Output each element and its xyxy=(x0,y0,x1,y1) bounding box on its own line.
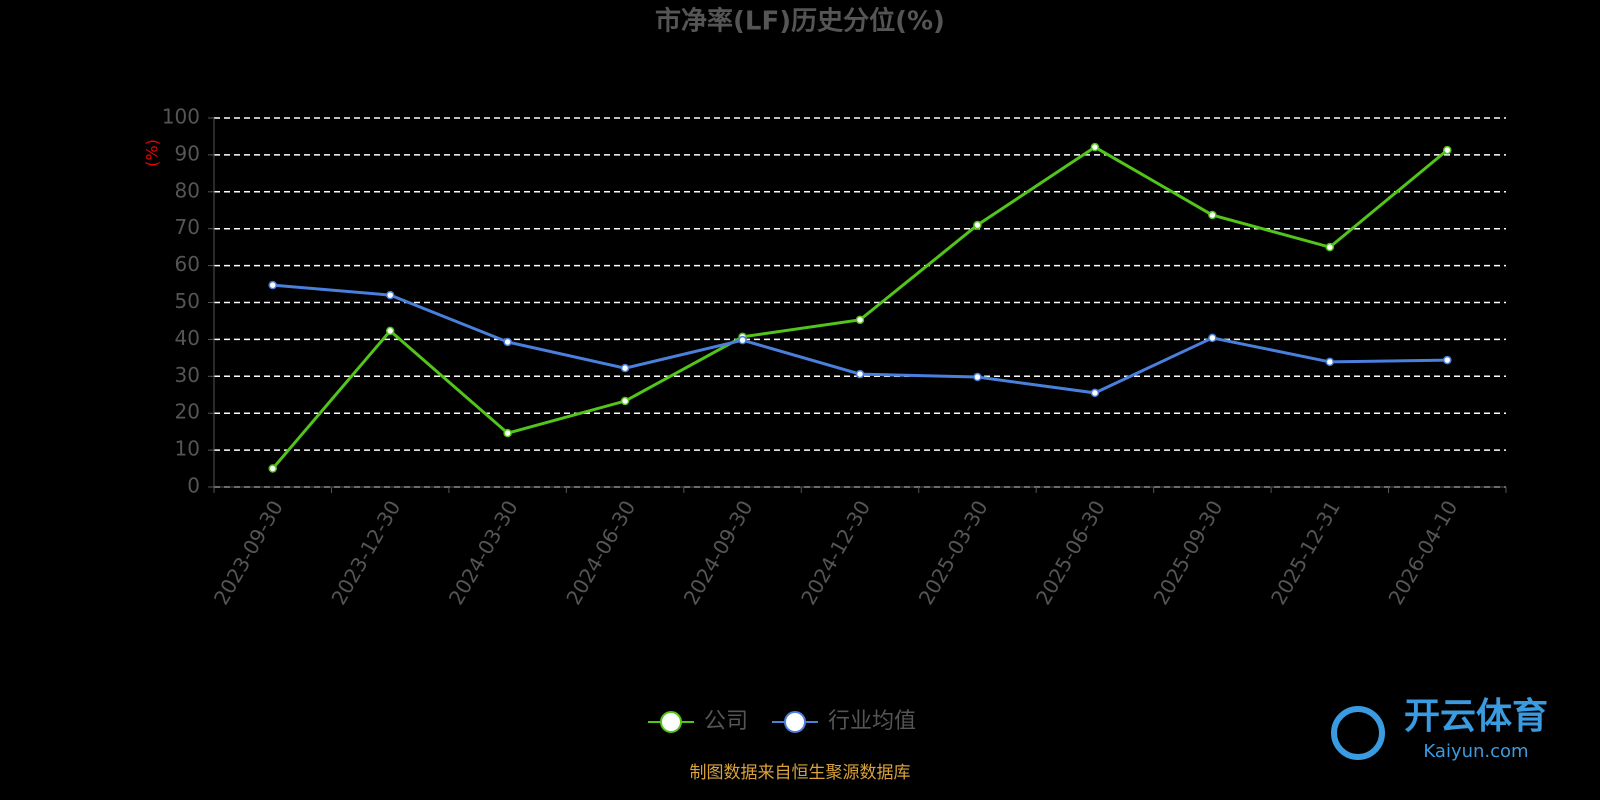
y-axis-label: (%) xyxy=(143,139,162,167)
data-point xyxy=(385,290,395,300)
data-point xyxy=(855,315,865,325)
y-tick-label: 70 xyxy=(175,215,200,239)
data-point xyxy=(1325,242,1335,252)
y-tick-label: 10 xyxy=(175,437,200,461)
legend-label: 公司 xyxy=(704,709,748,734)
y-tick-label: 50 xyxy=(175,289,200,313)
series-line xyxy=(271,145,1449,470)
legend-marker xyxy=(784,711,806,733)
y-tick-label: 60 xyxy=(175,252,200,276)
x-tick-label: 2024-03-30 xyxy=(444,496,523,609)
data-point xyxy=(1443,145,1452,155)
x-tick-label: 2024-12-30 xyxy=(796,496,875,609)
y-tick-label: 0 xyxy=(187,474,200,498)
source-note: 制图数据来自恒生聚源数据库 xyxy=(690,763,911,783)
x-tick-label: 2024-09-30 xyxy=(679,496,758,609)
data-point xyxy=(1208,333,1217,343)
x-tick-label: 2026-04-10 xyxy=(1383,496,1462,609)
data-point xyxy=(503,337,512,347)
data-point xyxy=(1208,210,1217,220)
data-point xyxy=(1325,357,1335,367)
legend-label: 行业均值 xyxy=(828,709,916,734)
x-tick-label: 2025-09-30 xyxy=(1149,496,1228,609)
x-tick-label: 2023-12-30 xyxy=(326,496,405,609)
data-point xyxy=(503,428,512,438)
x-tick-label: 2023-09-30 xyxy=(209,496,288,609)
x-tick-label: 2024-06-30 xyxy=(561,496,640,609)
x-tick-label: 2025-03-30 xyxy=(914,496,993,609)
data-point xyxy=(385,326,395,336)
data-point xyxy=(1090,388,1100,398)
data-point xyxy=(973,372,982,382)
y-tick-label: 20 xyxy=(175,400,200,424)
data-point xyxy=(1090,142,1100,152)
chart-title: 市净率(LF)历史分位(%) xyxy=(655,6,945,37)
y-tick-label: 30 xyxy=(175,363,200,387)
y-tick-label: 100 xyxy=(162,105,200,129)
x-tick-label: 2025-06-30 xyxy=(1031,496,1110,609)
y-tick-label: 40 xyxy=(175,326,200,350)
watermark-site: Kaiyun.com xyxy=(1423,741,1528,762)
data-point xyxy=(855,369,865,379)
y-tick-label: 80 xyxy=(175,178,200,202)
data-point xyxy=(738,335,747,345)
legend-marker xyxy=(660,711,682,733)
data-point xyxy=(268,464,277,473)
watermark-brand: 开云体育 xyxy=(1404,696,1548,737)
data-point xyxy=(620,363,630,373)
data-point xyxy=(1443,355,1452,365)
data-point xyxy=(620,396,630,406)
y-tick-label: 90 xyxy=(175,141,200,165)
x-tick-label: 2025-12-31 xyxy=(1266,496,1345,609)
watermark-logo xyxy=(1331,706,1385,760)
data-point xyxy=(268,280,277,290)
data-point xyxy=(973,220,982,230)
